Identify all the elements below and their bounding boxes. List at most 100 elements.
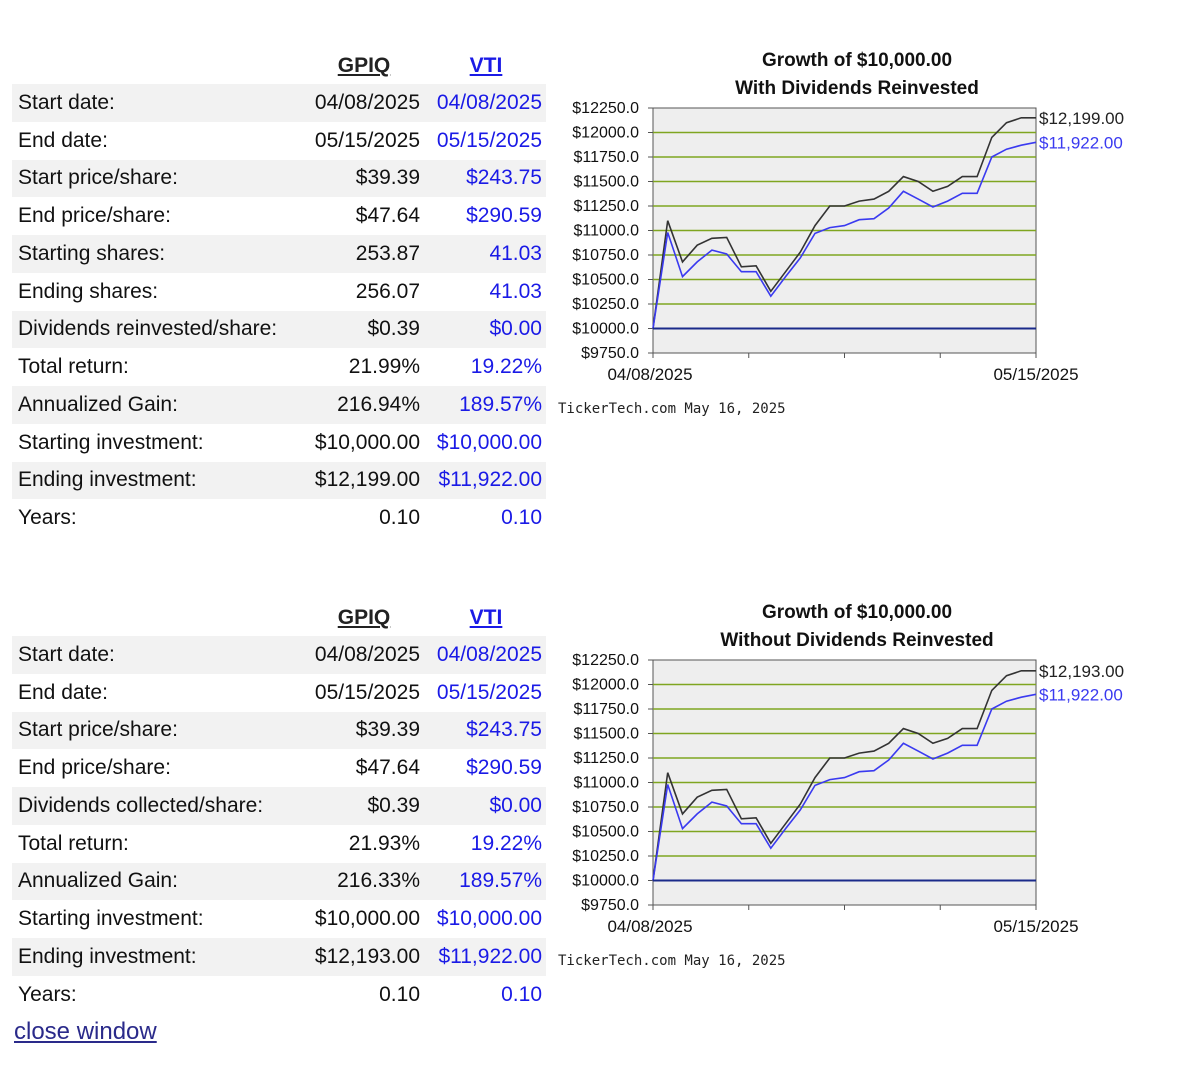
vti-value: $243.75 — [424, 159, 546, 198]
stats-table: GPIQ VTI Start date: 04/08/2025 04/08/2025… — [12, 600, 546, 1014]
y-tick-label: $11500.0 — [573, 726, 639, 743]
vti-value: 189.57% — [424, 862, 546, 901]
chart-svg: Growth of $10,000.00 Without Dividends Re… — [558, 602, 1124, 969]
row-label: End price/share: — [18, 756, 171, 780]
row-label: Starting investment: — [18, 430, 204, 454]
vti-value: 05/15/2025 — [436, 680, 542, 704]
vti-header-link[interactable]: VTI — [469, 606, 503, 629]
end-label-gpiq: $12,193.00 — [1039, 662, 1124, 681]
row-label: Total return: — [18, 355, 129, 379]
y-tick-label: $11250.0 — [573, 750, 639, 767]
table-row: Ending investment: $12,199.00 $11,922.00 — [12, 461, 546, 500]
gpiq-value: 21.99% — [348, 355, 420, 379]
header-row: GPIQ VTI — [12, 600, 546, 636]
vti-value: $10,000.00 — [436, 907, 542, 931]
table-row: Annualized Gain: 216.33% 189.57% — [12, 862, 546, 901]
gpiq-header-link[interactable]: GPIQ — [337, 54, 391, 77]
table-row: End price/share: $47.64 $290.59 — [12, 749, 546, 787]
gpiq-value: 04/08/2025 — [302, 636, 424, 674]
table-row: Years: 0.10 0.10 — [12, 499, 546, 537]
gpiq-value: 0.10 — [379, 982, 420, 1006]
vti-value: 04/08/2025 — [424, 636, 546, 674]
stats-body: Start date: 04/08/2025 04/08/2025 End date:… — [12, 84, 546, 537]
series-line-vti — [652, 693, 1037, 881]
table-row: End price/share: $47.64 $290.59 — [12, 197, 546, 235]
y-tick-label: $11000.0 — [573, 775, 639, 792]
vti-value: $290.59 — [466, 204, 542, 228]
vti-header-link[interactable]: VTI — [469, 54, 503, 77]
table-row: Ending shares: 256.07 41.03 — [12, 273, 546, 311]
gpiq-value: $12,193.00 — [302, 938, 424, 976]
chart-title: Growth of $10,000.00 — [762, 602, 952, 623]
gpiq-value: 05/15/2025 — [314, 680, 420, 704]
vti-value: 0.10 — [501, 982, 542, 1006]
gpiq-header-link[interactable]: GPIQ — [337, 606, 391, 629]
y-tick-label: $9750.0 — [581, 897, 639, 914]
gpiq-value: $39.39 — [302, 711, 424, 750]
y-tick-label: $12000.0 — [572, 125, 639, 142]
y-tick-label: $10500.0 — [572, 824, 639, 841]
row-label: Annualized Gain: — [12, 862, 302, 901]
vti-value: 19.22% — [470, 355, 542, 379]
close-window-link[interactable]: close window — [14, 1018, 157, 1045]
y-tick-label: $10250.0 — [572, 296, 639, 313]
y-tick-label: $12000.0 — [572, 677, 639, 694]
table-row: Starting investment: $10,000.00 $10,000.00 — [12, 424, 546, 462]
gpiq-value: $10,000.00 — [314, 430, 420, 454]
growth-chart-reinvested: Growth of $10,000.00 With Dividends Reinv… — [555, 48, 1155, 428]
x-tick-label: 04/08/2025 — [607, 365, 692, 384]
table-row: End date: 05/15/2025 05/15/2025 — [12, 122, 546, 160]
y-tick-label: $10000.0 — [572, 873, 639, 890]
row-label: Annualized Gain: — [12, 386, 302, 424]
y-tick-label: $12250.0 — [572, 652, 639, 669]
row-label: Dividends collected/share: — [12, 787, 302, 825]
series-line-gpiq — [652, 117, 1036, 329]
table-row: Total return: 21.99% 19.22% — [12, 348, 546, 386]
chart-credit: TickerTech.com May 16, 2025 — [558, 401, 786, 417]
table-row: Starting investment: $10,000.00 $10,000.00 — [12, 900, 546, 938]
y-tick-label: $12250.0 — [572, 100, 639, 117]
table-row: Start price/share: $39.39 $243.75 — [12, 711, 546, 750]
table-row: Starting shares: 253.87 41.03 — [12, 235, 546, 273]
y-tick-label: $10750.0 — [572, 247, 639, 264]
row-label: Starting shares: — [12, 235, 302, 273]
y-tick-label: $9750.0 — [581, 345, 639, 362]
vti-value: 0.10 — [501, 506, 542, 530]
table-row: Total return: 21.93% 19.22% — [12, 825, 546, 863]
header-row: GPIQ VTI — [12, 48, 546, 84]
gpiq-value: $47.64 — [355, 204, 420, 228]
row-label: Years: — [18, 982, 77, 1006]
y-tick-label: $11000.0 — [573, 223, 639, 240]
y-tick-label: $11750.0 — [573, 701, 639, 718]
gpiq-value: 05/15/2025 — [314, 128, 420, 152]
row-label: Start price/share: — [12, 711, 302, 750]
table-row: Ending investment: $12,193.00 $11,922.00 — [12, 938, 546, 976]
vti-value: 189.57% — [424, 386, 546, 424]
table-row: Start date: 04/08/2025 04/08/2025 — [12, 636, 546, 674]
x-tick-label: 05/15/2025 — [993, 917, 1078, 936]
y-tick-label: $11750.0 — [573, 149, 639, 166]
gpiq-value: $47.64 — [355, 756, 420, 780]
row-label: Start date: — [12, 84, 302, 122]
table-row: End date: 05/15/2025 05/15/2025 — [12, 674, 546, 712]
x-tick-label: 05/15/2025 — [993, 365, 1078, 384]
gpiq-value: $10,000.00 — [314, 907, 420, 931]
table-row: Dividends reinvested/share: $0.39 $0.00 — [12, 310, 546, 349]
vti-value: 04/08/2025 — [424, 84, 546, 122]
chart-subtitle: With Dividends Reinvested — [735, 78, 979, 99]
row-label: End date: — [18, 680, 108, 704]
row-label: Ending shares: — [18, 279, 159, 303]
table-row: Start price/share: $39.39 $243.75 — [12, 159, 546, 198]
gpiq-value: 0.10 — [379, 506, 420, 530]
y-tick-label: $10500.0 — [572, 272, 639, 289]
series-line-vti — [652, 141, 1037, 329]
vti-value: $0.00 — [424, 310, 546, 349]
vti-value: 19.22% — [470, 831, 542, 855]
chart-svg: Growth of $10,000.00 With Dividends Reinv… — [558, 50, 1124, 417]
row-label: Starting investment: — [18, 907, 204, 931]
row-label: Dividends reinvested/share: — [12, 310, 302, 349]
stats-table: GPIQ VTI Start date: 04/08/2025 04/08/2025… — [12, 48, 546, 537]
gpiq-value: 216.33% — [302, 862, 424, 901]
row-label: Ending investment: — [12, 938, 302, 976]
row-label: End date: — [18, 128, 108, 152]
